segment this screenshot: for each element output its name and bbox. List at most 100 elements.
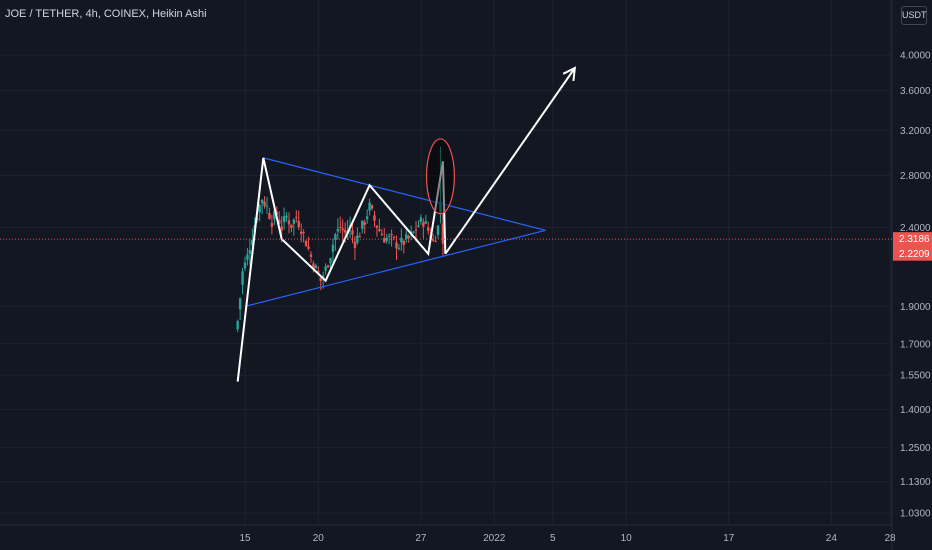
price-tick-label: 2.8000 (900, 171, 931, 182)
projection-arrow (444, 67, 576, 255)
time-tick-label: 24 (826, 533, 838, 544)
price-tick-label: 1.0300 (900, 509, 931, 520)
candle-body (263, 201, 266, 206)
price-tick-label: 1.4000 (900, 405, 931, 416)
candle-body (431, 239, 435, 241)
candle-body (351, 230, 354, 235)
candle-body (317, 270, 320, 274)
candle-body (390, 234, 393, 236)
candle-body (329, 258, 332, 264)
candle-body (307, 246, 310, 249)
candle-body (363, 222, 366, 225)
candle-body (241, 271, 244, 285)
candle-body (417, 225, 420, 227)
candle-body (441, 223, 445, 244)
candle-body (238, 298, 242, 310)
candle-body (378, 229, 381, 231)
candle-body (299, 231, 303, 234)
candle-body (285, 215, 288, 218)
candle-body (292, 219, 296, 224)
candle-body (419, 217, 423, 222)
time-tick-label: 17 (723, 533, 735, 544)
chart-title: JOE / TETHER, 4h, COINEX, Heikin Ashi (5, 8, 207, 20)
candle-body (353, 241, 357, 248)
candle-body (358, 236, 362, 238)
candle-body (365, 216, 369, 220)
candle-body (326, 265, 330, 268)
candle-body (400, 237, 403, 243)
price-tick-label: 3.6000 (900, 86, 931, 97)
price-tick-label: 1.2500 (900, 443, 931, 454)
price-tick-label: 2.4000 (900, 223, 931, 234)
candle-body (278, 220, 281, 224)
candle-body (309, 254, 313, 257)
arrow-head (562, 66, 577, 82)
price-tick-label: 1.9000 (900, 302, 931, 313)
candle-body (282, 216, 286, 223)
candle-body (361, 220, 364, 229)
candle-body (273, 211, 276, 220)
candle-body (270, 222, 274, 227)
price-tick-label: 3.2000 (900, 126, 931, 137)
time-axis: 15 20 27 2022 5 10 17 24 28 (0, 524, 896, 544)
candle-body (368, 202, 371, 211)
candle-body (373, 215, 376, 221)
candle-body (334, 234, 337, 240)
candle-body (260, 199, 264, 203)
candle-body (424, 221, 427, 224)
candle-body (321, 275, 325, 278)
time-tick-label: 2022 (483, 533, 506, 544)
candle-body (236, 320, 239, 330)
price-tick-label: 1.5500 (900, 371, 931, 382)
grid (0, 0, 892, 525)
time-tick-label: 5 (550, 533, 556, 544)
candle-body (405, 234, 408, 240)
current-price-value: 2.3186 (899, 234, 930, 245)
candle-body (243, 262, 247, 269)
candle-body (380, 233, 384, 236)
highlight-ellipse (425, 138, 455, 215)
candle-body (302, 231, 305, 233)
candle-body (324, 266, 327, 271)
candle-body (297, 221, 300, 228)
zigzag-pattern (236, 157, 447, 382)
candle-body (392, 236, 396, 238)
price-axis: 4.0000 3.6000 3.2000 2.8000 2.4000 1.9000 1.70… (891, 0, 931, 550)
candle-body (422, 222, 425, 227)
candle-body (258, 205, 261, 213)
candle-body (287, 220, 291, 225)
drawings (236, 66, 577, 382)
candle-body (427, 227, 430, 231)
candle-body (339, 226, 342, 229)
candle-body (402, 241, 406, 245)
candle-body (385, 237, 388, 241)
candle-body (251, 239, 254, 246)
candle-body (387, 235, 391, 237)
upper-trendline (263, 157, 546, 231)
candle-body (436, 225, 440, 235)
time-tick-label: 27 (415, 533, 427, 544)
price-tick-label: 1.7000 (900, 339, 931, 350)
candle-body (412, 231, 415, 233)
candle-body (265, 205, 269, 207)
candle-body (341, 228, 344, 231)
candle-body (336, 228, 340, 232)
candle-body (319, 277, 322, 282)
candle-body (312, 263, 315, 270)
candle-body (246, 254, 249, 260)
secondary-price-value: 2.2209 (899, 249, 930, 260)
candle-body (331, 244, 335, 252)
candle-body (434, 241, 437, 243)
candle-body (295, 216, 298, 218)
time-tick-label: 10 (621, 533, 633, 544)
secondary-price-label-bg (893, 246, 932, 261)
candle-body (414, 229, 418, 231)
time-tick-label: 28 (884, 533, 896, 544)
candle-body (439, 201, 442, 213)
time-tick-label: 20 (313, 533, 325, 544)
currency-button[interactable]: USDT (901, 6, 927, 25)
candle-body (280, 226, 283, 231)
candle-body (407, 235, 410, 239)
